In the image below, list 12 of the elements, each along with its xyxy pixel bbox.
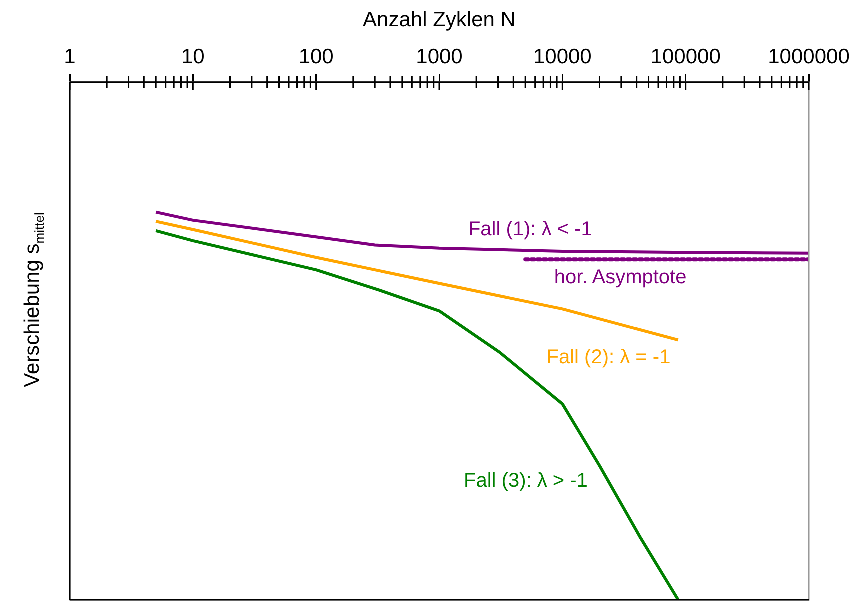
- x-tick-label: 1: [64, 46, 76, 69]
- series-label: Fall (3): λ > -1: [464, 470, 588, 492]
- x-tick-label: 100000: [650, 46, 721, 69]
- x-tick-label: 1000: [416, 46, 463, 69]
- x-axis-title: Anzahl Zyklen N: [363, 8, 516, 32]
- series-label: Fall (1): λ < -1: [468, 218, 592, 240]
- series-label: Fall (2): λ = -1: [546, 346, 671, 368]
- x-tick-label: 10000: [533, 46, 592, 69]
- x-tick-label: 10: [181, 46, 205, 69]
- x-tick-label: 100: [298, 46, 334, 69]
- x-tick-label: 1000000: [768, 46, 850, 69]
- series-label: hor. Asymptote: [554, 266, 687, 289]
